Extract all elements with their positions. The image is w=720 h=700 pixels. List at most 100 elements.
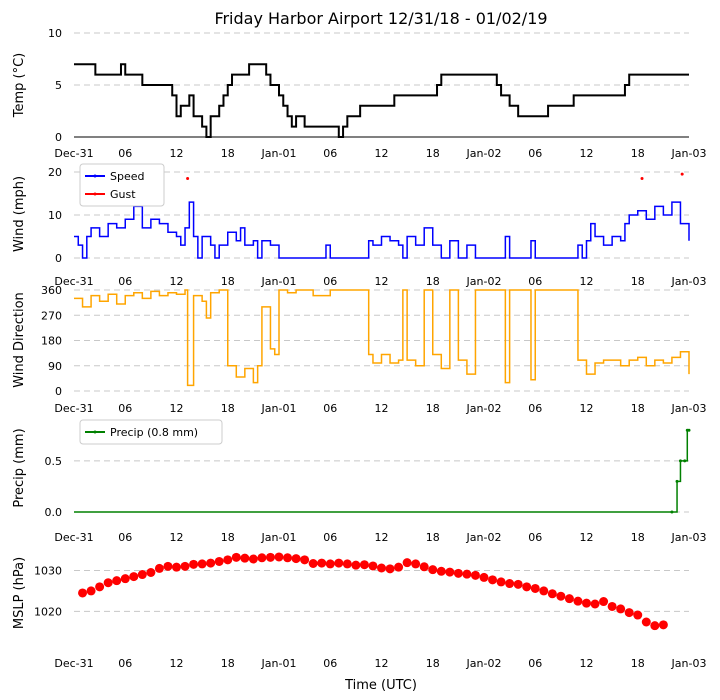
- mslp-point: [402, 558, 412, 568]
- x-tick-label: Dec-31: [54, 275, 93, 288]
- legend-box: [79, 419, 223, 445]
- temp-line: [74, 63, 689, 138]
- x-tick-label: 06: [118, 275, 132, 288]
- panel-5: 1020 1030 Dec-31 06 12 18 Jan-01 06 12 18 Jan-02 06…: [12, 552, 706, 670]
- mslp-point: [154, 563, 164, 573]
- mslp-point: [658, 620, 668, 630]
- x-tick-label: Dec-31: [54, 531, 93, 544]
- mslp-point: [351, 560, 361, 570]
- y-axis-label: Temp (°C): [12, 53, 27, 119]
- x-tick-label: 18: [426, 275, 440, 288]
- mslp-point: [445, 567, 455, 577]
- precip-point: [670, 510, 674, 514]
- x-tick-label: 06: [118, 402, 132, 415]
- legend-box: [79, 163, 165, 207]
- mslp-point: [206, 558, 216, 568]
- x-tick-label: Jan-03: [671, 275, 707, 288]
- x-tick-label: Jan-01: [261, 275, 297, 288]
- precip-point: [678, 459, 682, 463]
- mslp-point: [248, 554, 258, 564]
- precip-point: [683, 459, 687, 463]
- mslp-point: [496, 577, 506, 587]
- x-tick-label: 18: [631, 275, 645, 288]
- mslp-point: [325, 559, 335, 569]
- x-tick-label: 06: [118, 531, 132, 544]
- mslp-point: [257, 553, 267, 563]
- x-tick-label: Dec-31: [54, 657, 93, 670]
- mslp-point: [462, 569, 472, 579]
- mslp-point: [582, 598, 591, 608]
- mslp-point: [291, 554, 301, 564]
- x-tick-label: 12: [580, 147, 594, 160]
- mslp-point: [146, 568, 156, 577]
- x-tick-label: 06: [118, 147, 132, 160]
- x-tick-label: 12: [375, 147, 389, 160]
- mslp-point: [428, 565, 438, 575]
- mslp-point: [394, 562, 404, 572]
- legend-marker-speed: [93, 174, 97, 178]
- y-tick-label: 10: [48, 209, 62, 222]
- y-tick-label: 1030: [34, 564, 62, 577]
- gust-point: [680, 172, 684, 176]
- gust-point: [186, 176, 190, 180]
- x-axis-label: Time (UTC): [344, 678, 417, 693]
- x-tick-label: 18: [221, 531, 235, 544]
- mslp-point: [505, 579, 515, 589]
- mslp-point: [522, 582, 532, 592]
- x-tick-label: Jan-03: [671, 657, 707, 670]
- x-tick-label: 18: [221, 402, 235, 415]
- direction-line: [74, 289, 690, 387]
- x-tick-label: 12: [170, 531, 184, 544]
- x-tick-label: 12: [170, 657, 184, 670]
- y-tick-label: 0.0: [45, 506, 63, 519]
- y-tick-label: 10: [48, 27, 62, 40]
- mslp-point: [223, 555, 233, 565]
- y-axis-label: Wind (mph): [12, 176, 27, 252]
- x-tick-label: Jan-02: [466, 657, 502, 670]
- mslp-point: [419, 562, 429, 572]
- x-tick-label: 06: [118, 657, 132, 670]
- mslp-point: [359, 560, 369, 570]
- y-tick-label: 180: [41, 335, 62, 348]
- x-tick-label: 06: [323, 531, 337, 544]
- x-tick-label: Dec-31: [54, 147, 93, 160]
- x-tick-label: 12: [580, 657, 594, 670]
- y-tick-label: 0: [55, 131, 62, 144]
- mslp-point: [513, 579, 523, 589]
- mslp-point: [633, 610, 643, 620]
- legend-marker-gust: [93, 192, 97, 196]
- x-tick-label: 18: [631, 657, 645, 670]
- x-tick-label: 06: [528, 147, 542, 160]
- x-tick-label: 18: [631, 402, 645, 415]
- x-tick-label: 18: [221, 657, 235, 670]
- mslp-point: [539, 586, 549, 596]
- x-tick-label: 18: [631, 147, 645, 160]
- mslp-point: [368, 561, 378, 571]
- x-tick-label: 18: [426, 402, 440, 415]
- x-tick-label: 06: [528, 531, 542, 544]
- mslp-point: [86, 586, 96, 596]
- panel-2: 0 10 20 Dec-31 06 12 18 Jan-01 06 12 18 Jan-02 06 12 1…: [12, 163, 707, 288]
- x-tick-label: Jan-02: [466, 275, 502, 288]
- x-tick-label: 06: [528, 402, 542, 415]
- mslp-point: [342, 559, 352, 569]
- y-tick-label: 360: [41, 284, 62, 297]
- y-axis-label: MSLP (hPa): [12, 557, 27, 629]
- mslp-point: [283, 553, 293, 563]
- gust-point: [640, 176, 644, 180]
- mslp-point: [334, 558, 344, 568]
- mslp-point: [240, 553, 250, 563]
- x-tick-label: 18: [426, 531, 440, 544]
- y-tick-label: 5: [55, 79, 62, 92]
- mslp-point: [163, 561, 173, 571]
- x-tick-label: Jan-02: [466, 147, 502, 160]
- mslp-point: [590, 599, 600, 609]
- x-tick-label: 12: [170, 147, 184, 160]
- mslp-point: [308, 559, 318, 568]
- mslp-point: [599, 597, 609, 607]
- mslp-point: [112, 576, 122, 586]
- mslp-point: [317, 558, 327, 568]
- y-tick-label: 0: [55, 385, 62, 398]
- figure-title: Friday Harbor Airport 12/31/18 - 01/02/1…: [214, 9, 547, 28]
